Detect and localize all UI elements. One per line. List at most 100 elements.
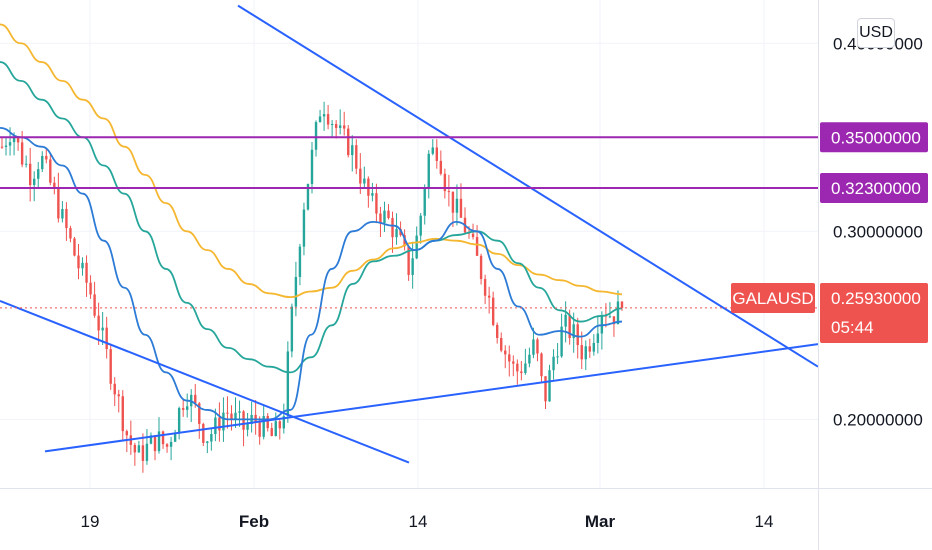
candle-body-123 <box>495 324 499 339</box>
symbol-label: GALAUSD <box>731 283 815 313</box>
candle-body-56 <box>226 412 229 414</box>
candle-body-132 <box>532 339 535 355</box>
candle-body-112 <box>451 191 455 213</box>
candle-body-93 <box>375 193 378 214</box>
candle-body-98 <box>395 228 398 238</box>
candle-body-92 <box>371 193 374 196</box>
candle-body-25 <box>101 327 104 331</box>
candle-body-119 <box>479 255 483 280</box>
candle-body-48 <box>194 394 197 404</box>
trendline-descending-lower[interactable] <box>0 299 410 464</box>
candle-body-76 <box>306 183 310 210</box>
candle-body-107 <box>431 147 434 154</box>
symbol-label-box <box>731 283 815 313</box>
trendline-ascending-support[interactable] <box>44 343 819 453</box>
candle-body-65 <box>262 415 265 437</box>
x-tick-0: 19 <box>81 512 100 531</box>
bar-countdown: 05:44 <box>831 318 874 337</box>
current-price-value: 0.25930000 <box>831 289 921 308</box>
level-tag-text-1: 0.32300000 <box>831 179 921 198</box>
candle-body-71 <box>286 351 290 417</box>
candle-body-54 <box>218 417 221 431</box>
moving-average-2 <box>0 126 623 421</box>
candle-body-59 <box>238 411 241 413</box>
candle-body-53 <box>214 417 217 435</box>
candle-body-106 <box>427 153 430 189</box>
candle-body-126 <box>508 354 511 362</box>
candle-body-64 <box>258 422 261 437</box>
candle-body-124 <box>500 338 503 351</box>
candle-body-95 <box>383 210 386 224</box>
candle-body-152 <box>612 316 616 325</box>
trendline-descending-upper[interactable] <box>237 4 819 368</box>
candle-body-52 <box>210 434 213 442</box>
y-tick-1: 0.30000000 <box>833 222 923 241</box>
candle-body-21 <box>85 262 88 283</box>
candle-body-133 <box>536 339 539 354</box>
candle-body-137 <box>552 356 555 371</box>
candle-body-96 <box>387 210 390 219</box>
candle-body-104 <box>419 215 422 236</box>
candle-body-86 <box>347 128 350 156</box>
candle-body-147 <box>592 342 596 352</box>
candle-body-140 <box>564 314 567 327</box>
candle-body-61 <box>246 424 249 430</box>
candle-body-7 <box>28 163 32 186</box>
candle-body-8 <box>33 178 36 186</box>
candle-body-67 <box>270 428 273 436</box>
candle-body-33 <box>133 444 137 453</box>
candle-body-69 <box>278 421 281 429</box>
candle-body-88 <box>355 145 358 169</box>
candle-body-151 <box>608 316 612 318</box>
candle-body-9 <box>37 169 40 179</box>
candle-body-40 <box>161 431 165 445</box>
candle-body-44 <box>177 408 181 433</box>
candle-body-19 <box>77 255 80 269</box>
trendlines[interactable] <box>0 4 819 464</box>
candle-body-45 <box>181 408 185 410</box>
candle-body-101 <box>407 246 410 275</box>
candle-body-108 <box>435 147 439 161</box>
candle-body-24 <box>97 315 100 331</box>
candle-body-5 <box>20 142 24 165</box>
candle-body-26 <box>105 327 108 350</box>
candle-body-23 <box>93 294 96 316</box>
candle-body-114 <box>459 198 463 218</box>
candle-body-125 <box>504 350 507 355</box>
candle-body-57 <box>230 413 233 419</box>
candle-body-51 <box>206 441 209 443</box>
time-axis[interactable]: 19 Feb 14 Mar 14 <box>81 512 774 531</box>
candle-body-142 <box>572 324 575 339</box>
horizontal-levels[interactable] <box>0 136 818 190</box>
candle-body-46 <box>185 406 189 410</box>
candle-body-10 <box>41 155 44 170</box>
candle-body-146 <box>588 346 591 352</box>
grid <box>0 0 818 488</box>
candle-body-37 <box>149 435 153 444</box>
candle-body-30 <box>121 396 124 432</box>
candle-body-34 <box>137 445 141 453</box>
candle-body-66 <box>266 415 269 429</box>
candle-body-41 <box>165 444 169 447</box>
candle-body-141 <box>568 314 571 339</box>
candle-body-89 <box>359 168 362 184</box>
currency-button[interactable]: USD <box>857 18 895 48</box>
candle-body-1 <box>4 145 8 147</box>
candle-body-90 <box>363 178 366 184</box>
moving-averages <box>0 23 623 421</box>
candle-body-3 <box>12 137 16 143</box>
candle-body-49 <box>198 403 201 424</box>
x-tick-3: Mar <box>585 512 616 531</box>
candle-body-120 <box>483 279 487 296</box>
candle-body-29 <box>117 394 120 397</box>
candle-body-144 <box>580 345 583 360</box>
candle-body-28 <box>113 383 116 395</box>
level-tag-text-0: 0.35000000 <box>831 128 921 147</box>
candle-body-87 <box>351 145 354 156</box>
candle-body-79 <box>318 116 322 123</box>
candle-body-42 <box>169 441 173 447</box>
candle-body-97 <box>391 218 394 238</box>
candle-body-2 <box>8 142 12 146</box>
